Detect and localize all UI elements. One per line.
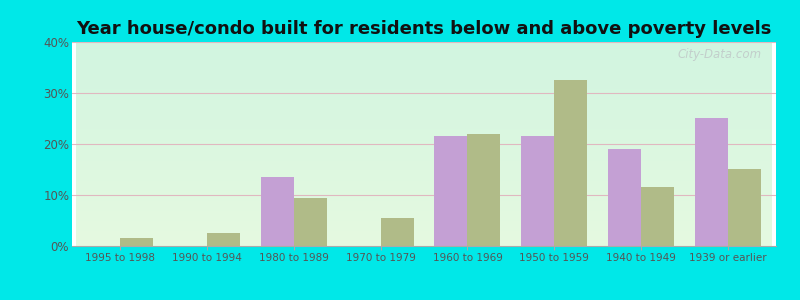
Text: City-Data.com: City-Data.com <box>678 48 762 61</box>
Bar <box>434 136 467 246</box>
Bar <box>261 177 294 246</box>
Title: Year house/condo built for residents below and above poverty levels: Year house/condo built for residents bel… <box>76 20 772 38</box>
Bar <box>608 149 642 246</box>
Bar <box>554 80 587 246</box>
Bar <box>728 169 762 246</box>
Bar <box>206 233 240 246</box>
Bar <box>381 218 414 246</box>
Bar <box>642 187 674 246</box>
Bar <box>294 197 326 246</box>
Bar <box>120 238 153 246</box>
Bar <box>695 118 728 246</box>
Bar <box>467 134 501 246</box>
Bar <box>522 136 554 246</box>
